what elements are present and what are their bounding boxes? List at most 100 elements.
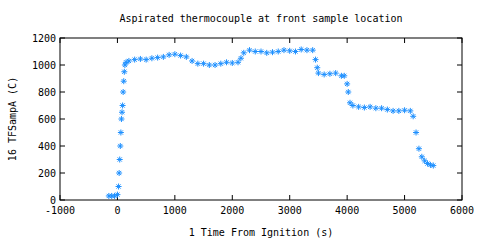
x-tick-label: 0 (114, 205, 120, 216)
point (313, 57, 319, 63)
point (229, 60, 235, 66)
point (407, 108, 413, 114)
x-tick (404, 195, 405, 200)
x-tick (347, 38, 348, 43)
point (189, 58, 195, 64)
x-tick-label: 3000 (278, 205, 302, 216)
x-tick-label: 6000 (450, 205, 474, 216)
point (327, 71, 333, 77)
x-tick-label: -1000 (45, 205, 75, 216)
x-tick (347, 195, 348, 200)
point (252, 49, 258, 55)
y-tick-label: 600 (38, 114, 56, 125)
x-tick (232, 195, 233, 200)
y-tick (457, 92, 462, 93)
point (218, 61, 224, 67)
point (235, 59, 241, 65)
y-tick-label: 0 (50, 195, 56, 206)
point (118, 116, 124, 122)
point (275, 49, 281, 55)
x-tick-label: 2000 (220, 205, 244, 216)
y-tick (457, 65, 462, 66)
title: Aspirated thermocouple at front sample l… (120, 13, 403, 24)
x-tick (174, 195, 175, 200)
y-tick (60, 119, 65, 120)
point (264, 50, 270, 56)
point (114, 192, 120, 198)
point (269, 49, 275, 55)
point (160, 54, 166, 60)
y-tick-label: 800 (38, 87, 56, 98)
x-tick (117, 38, 118, 43)
y-tick (60, 65, 65, 66)
point (126, 58, 132, 64)
point (384, 107, 390, 113)
point (396, 108, 402, 114)
point (345, 89, 351, 95)
point (120, 89, 126, 95)
y-tick-label: 1000 (32, 60, 56, 71)
point (315, 70, 321, 76)
y-tick (60, 92, 65, 93)
point (314, 65, 320, 71)
point (132, 57, 138, 63)
x-tick (232, 38, 233, 43)
y-tick-label: 200 (38, 168, 56, 179)
y-tick (60, 173, 65, 174)
point (341, 73, 347, 79)
point (121, 69, 127, 75)
point (195, 61, 201, 67)
point (120, 103, 126, 109)
point (117, 143, 123, 149)
y-tick-label: 1200 (32, 33, 56, 44)
plot-frame (60, 38, 462, 200)
x-tick-label: 5000 (393, 205, 417, 216)
point (116, 184, 122, 190)
y-tick (457, 146, 462, 147)
point (361, 105, 367, 111)
point (118, 130, 124, 136)
point (304, 47, 310, 53)
point (206, 62, 212, 68)
point (281, 47, 287, 53)
x-axis-label: 1 Time From Ignition (s) (189, 227, 334, 238)
point (212, 62, 218, 68)
point (333, 70, 339, 76)
point (183, 54, 189, 60)
point (430, 163, 436, 169)
x-tick (174, 38, 175, 43)
point (350, 103, 356, 109)
point (201, 61, 207, 67)
point (119, 109, 125, 115)
point (247, 47, 253, 53)
point (178, 53, 184, 59)
y-tick-label: 400 (38, 141, 56, 152)
point (298, 46, 304, 52)
point (117, 157, 123, 163)
point (166, 52, 172, 58)
x-tick-label: 1000 (163, 205, 187, 216)
point (155, 55, 161, 61)
point (379, 105, 385, 111)
point (310, 47, 316, 53)
point (390, 108, 396, 114)
point (321, 71, 327, 77)
point (419, 154, 425, 160)
points (106, 46, 436, 198)
point (258, 49, 264, 55)
point (373, 105, 379, 111)
point (149, 55, 155, 61)
point (344, 81, 350, 87)
point (292, 49, 298, 55)
y-tick (457, 119, 462, 120)
point (143, 57, 149, 63)
y-tick (457, 173, 462, 174)
point (413, 130, 419, 136)
point (416, 146, 422, 152)
point (287, 48, 293, 54)
y-axis-label: 16 TFSampA (C) (7, 77, 18, 161)
point (172, 51, 178, 57)
y-tick (60, 146, 65, 147)
point (241, 50, 247, 56)
chart: Aspirated thermocouple at front sample l… (0, 0, 480, 240)
